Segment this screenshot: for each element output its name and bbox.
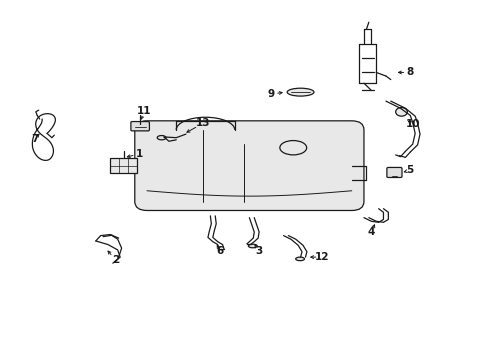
Ellipse shape xyxy=(295,257,304,261)
Text: 13: 13 xyxy=(195,118,210,128)
Circle shape xyxy=(395,108,407,116)
Ellipse shape xyxy=(286,88,313,96)
Text: 5: 5 xyxy=(406,165,413,175)
Text: 7: 7 xyxy=(31,134,39,144)
FancyBboxPatch shape xyxy=(386,167,401,177)
FancyBboxPatch shape xyxy=(110,158,137,173)
Ellipse shape xyxy=(157,135,165,140)
Text: 10: 10 xyxy=(405,120,419,129)
Text: 11: 11 xyxy=(137,106,151,116)
Ellipse shape xyxy=(279,140,306,155)
FancyBboxPatch shape xyxy=(135,121,363,211)
Text: 6: 6 xyxy=(216,246,224,256)
Text: 12: 12 xyxy=(315,252,329,262)
Text: 4: 4 xyxy=(367,227,374,237)
Text: 8: 8 xyxy=(406,67,413,77)
Text: 2: 2 xyxy=(111,255,119,265)
Ellipse shape xyxy=(248,244,257,248)
Text: 1: 1 xyxy=(136,149,143,159)
FancyBboxPatch shape xyxy=(131,122,149,131)
Text: 9: 9 xyxy=(267,89,274,99)
Text: 3: 3 xyxy=(255,246,262,256)
